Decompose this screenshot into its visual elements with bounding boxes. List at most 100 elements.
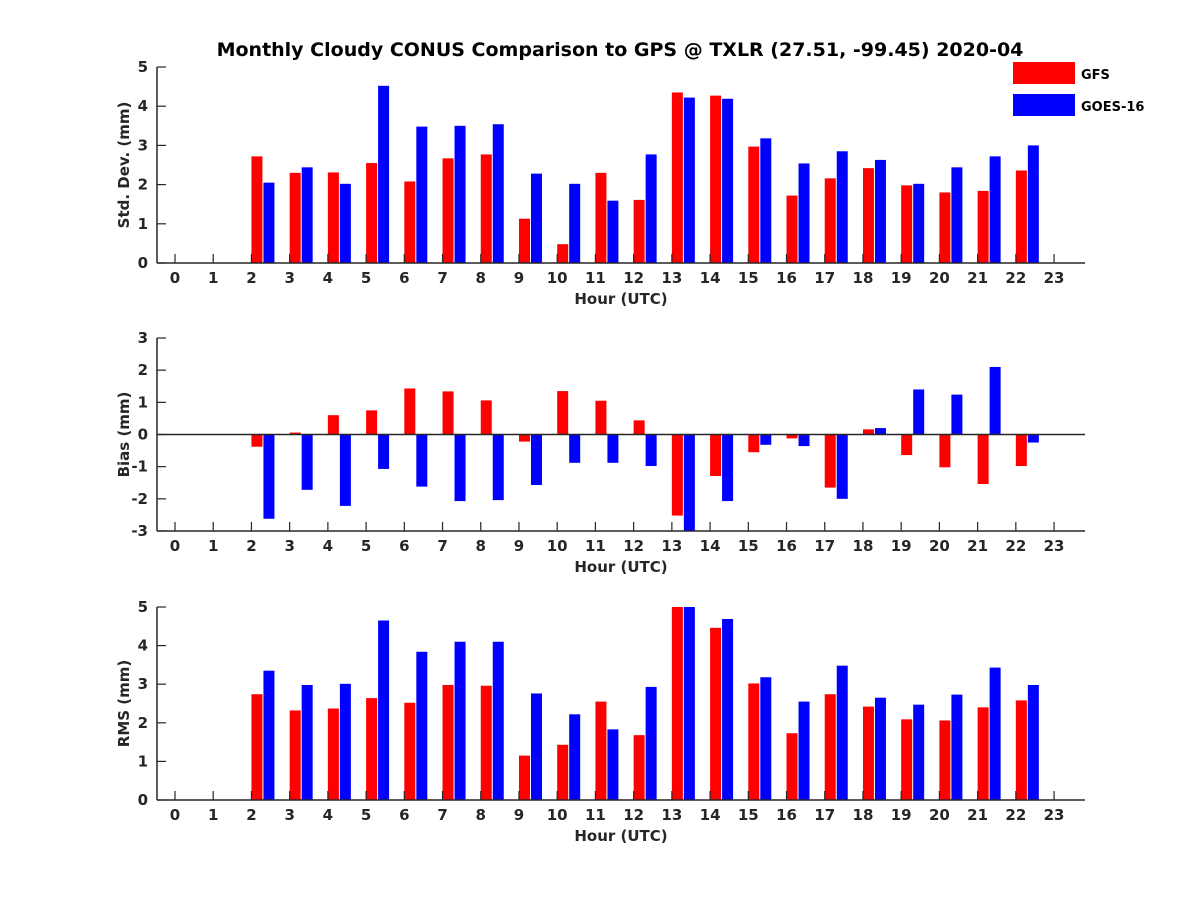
bar-gfs-hour-2 (251, 156, 263, 263)
x-tick-label: 2 (246, 537, 256, 555)
bar-gfs-hour-16 (786, 195, 798, 263)
x-tick-label: 23 (1044, 806, 1065, 824)
bar-goes-16-hour-20 (951, 167, 963, 263)
bar-gfs-hour-4 (327, 708, 339, 800)
bar-goes-16-hour-10 (569, 434, 581, 463)
bar-goes-16-hour-8 (492, 124, 504, 263)
bar-goes-16-hour-12 (645, 434, 657, 467)
bar-gfs-hour-10 (557, 244, 569, 263)
bar-goes-16-hour-7 (454, 641, 466, 800)
bar-goes-16-hour-13 (683, 434, 695, 531)
bar-gfs-hour-8 (480, 154, 492, 263)
bar-gfs-hour-4 (327, 172, 339, 263)
bar-gfs-hour-13 (671, 607, 683, 800)
x-tick-label: 9 (514, 806, 524, 824)
y-tick-label: 5 (138, 598, 148, 616)
bar-gfs-hour-4 (327, 415, 339, 435)
bar-goes-16-hour-22 (1027, 145, 1039, 263)
x-tick-label: 16 (776, 806, 797, 824)
bar-gfs-hour-11 (595, 701, 607, 800)
x-tick-label: 14 (700, 806, 721, 824)
y-tick-label: -2 (131, 490, 148, 508)
x-tick-label: 5 (361, 806, 371, 824)
x-tick-label: 12 (623, 537, 644, 555)
y-tick-label: 2 (138, 176, 148, 194)
bar-goes-16-hour-11 (607, 200, 619, 263)
bar-goes-16-hour-14 (722, 434, 734, 502)
bar-gfs-hour-14 (710, 95, 722, 264)
x-tick-label: 19 (891, 806, 912, 824)
x-tick-label: 6 (399, 537, 409, 555)
bar-goes-16-hour-12 (645, 154, 657, 263)
bar-goes-16-hour-14 (722, 618, 734, 800)
bar-gfs-hour-9 (518, 755, 530, 800)
bar-gfs-hour-19 (901, 719, 913, 800)
bar-goes-16-hour-21 (989, 667, 1001, 800)
bar-goes-16-hour-10 (569, 714, 581, 800)
x-tick-label: 15 (738, 806, 759, 824)
bar-goes-16-hour-11 (607, 729, 619, 800)
x-tick-label: 22 (1005, 806, 1026, 824)
x-tick-label: 12 (623, 269, 644, 287)
bar-gfs-hour-22 (1015, 434, 1027, 467)
bar-goes-16-hour-8 (492, 641, 504, 800)
bar-gfs-hour-10 (557, 744, 569, 800)
x-tick-label: 15 (738, 269, 759, 287)
legend-label-goes16: GOES-16 (1081, 100, 1144, 115)
bar-gfs-hour-10 (557, 391, 569, 435)
bar-gfs-hour-16 (786, 733, 798, 800)
x-tick-label: 8 (476, 537, 486, 555)
y-tick-label: 0 (138, 791, 148, 809)
bar-goes-16-hour-18 (874, 697, 886, 800)
bar-goes-16-hour-9 (530, 173, 542, 263)
x-tick-label: 8 (476, 806, 486, 824)
bar-gfs-hour-12 (633, 735, 645, 800)
x-tick-label: 16 (776, 269, 797, 287)
legend-swatch-goes16 (1013, 94, 1075, 116)
x-tick-label: 23 (1044, 537, 1065, 555)
bar-gfs-hour-11 (595, 172, 607, 263)
x-tick-label: 19 (891, 537, 912, 555)
bar-gfs-hour-3 (289, 172, 301, 263)
y-tick-label: -3 (131, 522, 148, 540)
legend: GFS GOES-16 (1013, 62, 1144, 116)
y-tick-label: 3 (138, 675, 148, 693)
x-tick-label: 9 (514, 537, 524, 555)
x-tick-label: 18 (853, 537, 874, 555)
bar-gfs-hour-7 (442, 391, 454, 435)
x-tick-label: 19 (891, 269, 912, 287)
x-tick-label: 4 (323, 537, 333, 555)
bar-gfs-hour-15 (748, 146, 760, 263)
x-tick-label: 8 (476, 269, 486, 287)
x-tick-label: 3 (284, 806, 294, 824)
x-tick-label: 4 (323, 806, 333, 824)
x-tick-label: 3 (284, 537, 294, 555)
bar-goes-16-hour-6 (416, 434, 428, 487)
y-tick-label: 4 (138, 637, 148, 655)
x-tick-label: 14 (700, 269, 721, 287)
bar-goes-16-hour-19 (913, 183, 925, 263)
y-tick-label: 0 (138, 254, 148, 272)
x-tick-label: 16 (776, 537, 797, 555)
x-tick-label: 2 (246, 269, 256, 287)
x-tick-label: 11 (585, 269, 606, 287)
bar-gfs-hour-6 (404, 181, 416, 263)
x-tick-label: 13 (661, 269, 682, 287)
bar-goes-16-hour-14 (722, 98, 734, 263)
x-tick-label: 0 (170, 537, 180, 555)
y-axis-label: Bias (mm) (115, 392, 133, 478)
bar-goes-16-hour-17 (836, 665, 848, 800)
bar-gfs-hour-2 (251, 694, 263, 800)
x-tick-label: 7 (437, 269, 447, 287)
bar-gfs-hour-18 (862, 706, 874, 800)
bar-gfs-hour-5 (366, 698, 378, 800)
x-tick-label: 23 (1044, 269, 1065, 287)
bar-goes-16-hour-12 (645, 686, 657, 800)
x-tick-label: 6 (399, 806, 409, 824)
x-tick-label: 17 (814, 269, 835, 287)
bar-goes-16-hour-20 (951, 394, 963, 435)
bar-gfs-hour-9 (518, 434, 530, 442)
